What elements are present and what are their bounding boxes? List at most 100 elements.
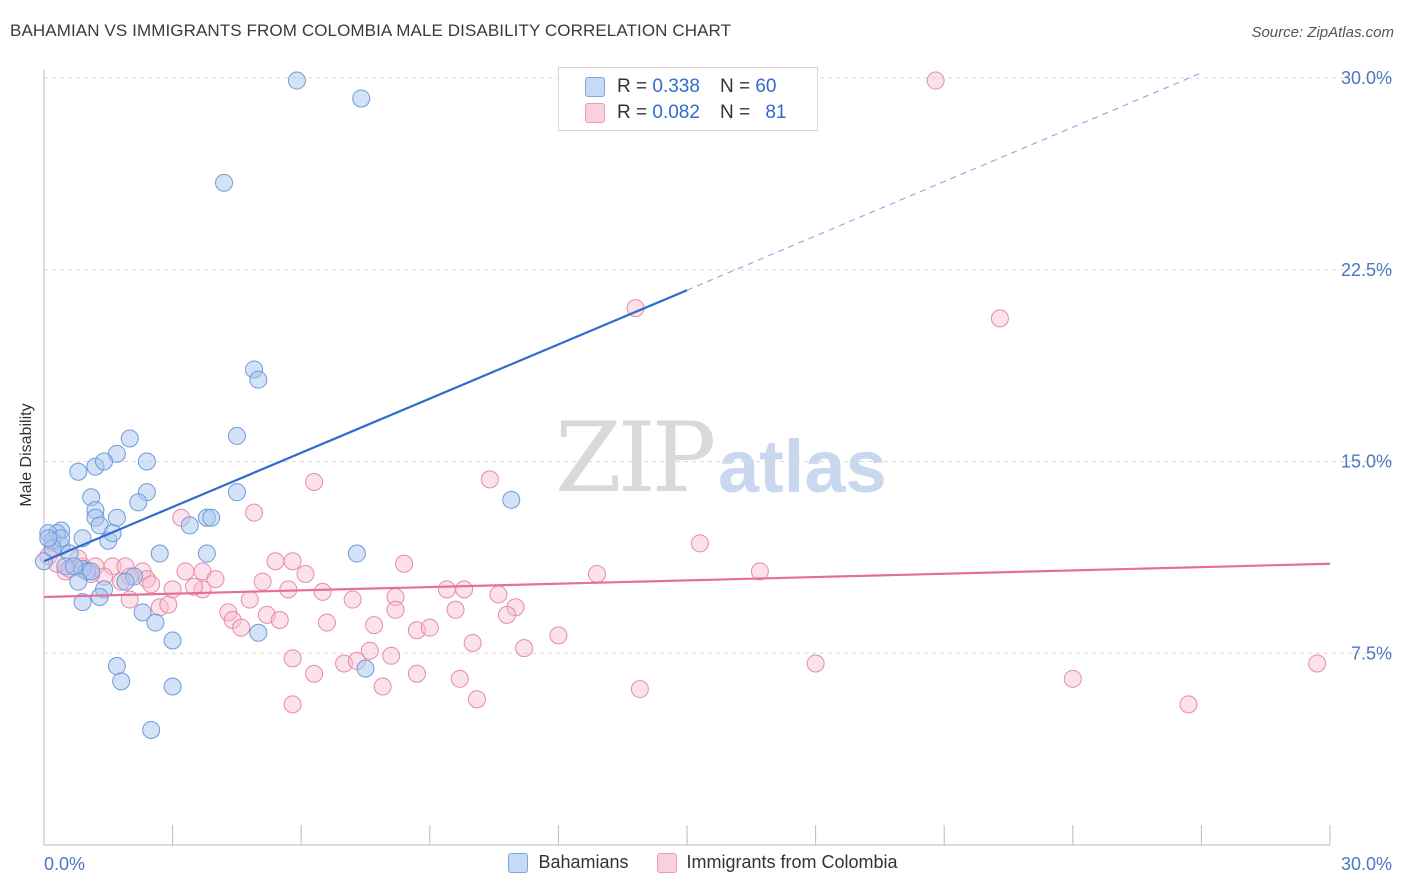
point-colombia-44 (497, 605, 516, 624)
legend-r-value-bahamians: 0.338 (652, 76, 700, 97)
y-tick-label-3: 30.0% (1341, 68, 1392, 88)
point-bahamians-1 (352, 89, 371, 108)
legend-swatch-pink (585, 103, 605, 123)
point-bahamians-15 (129, 493, 148, 512)
trend-line-colombia (43, 562, 1331, 599)
x-tick-label-0: 0.0% (44, 854, 85, 874)
point-bahamians-43 (69, 572, 88, 591)
point-bahamians-46 (73, 593, 92, 612)
series-legend-colombia[interactable]: Immigrants from Colombia (656, 852, 898, 873)
point-colombia-64 (450, 669, 469, 688)
watermark-zip: ZIP (555, 402, 716, 514)
point-colombia-49 (232, 618, 251, 637)
point-bahamians-33 (150, 544, 169, 563)
point-colombia-22 (587, 564, 606, 583)
point-colombia-19 (176, 562, 195, 581)
point-bahamians-21 (180, 516, 199, 535)
point-colombia-3 (480, 470, 499, 489)
point-colombia-48 (365, 616, 384, 635)
point-colombia-34 (489, 585, 508, 604)
point-bahamians-20 (202, 508, 221, 527)
correlation-legend: R = 0.338 N = 60 R = 0.082 N = 81 (558, 67, 818, 131)
point-colombia-63 (407, 664, 426, 683)
legend-n-value-bahamians: 60 (755, 76, 777, 97)
point-colombia-68 (1179, 695, 1198, 714)
point-bahamians-0 (287, 71, 306, 90)
series-legend: Bahamians Immigrants from Colombia (0, 852, 1406, 873)
point-colombia-40 (446, 600, 465, 619)
point-bahamians-5 (227, 426, 246, 445)
point-colombia-2 (990, 309, 1009, 328)
point-bahamians-56 (142, 720, 161, 739)
point-colombia-57 (283, 649, 302, 668)
point-colombia-69 (283, 695, 302, 714)
point-bahamians-52 (107, 657, 126, 676)
legend-n-value-colombia: 81 (765, 102, 787, 123)
series-swatch-pink (656, 852, 677, 873)
point-bahamians-41 (82, 562, 101, 581)
x-tick-label-1: 30.0% (1341, 854, 1392, 874)
series-label-bahamians: Bahamians (538, 852, 629, 872)
point-colombia-46 (270, 611, 289, 630)
point-colombia-56 (382, 646, 401, 665)
point-colombia-21 (296, 564, 315, 583)
y-tick-label-2: 22.5% (1341, 260, 1392, 280)
point-bahamians-2 (215, 173, 234, 192)
point-bahamians-34 (197, 544, 216, 563)
point-colombia-4 (305, 472, 324, 491)
point-bahamians-35 (347, 544, 366, 563)
point-bahamians-49 (146, 613, 165, 632)
legend-r-label: R = (617, 102, 648, 123)
point-colombia-11 (283, 552, 302, 571)
point-colombia-70 (467, 690, 486, 709)
point-colombia-37 (343, 590, 362, 609)
point-colombia-65 (373, 677, 392, 696)
point-bahamians-59 (39, 529, 58, 548)
point-colombia-60 (806, 654, 825, 673)
series-label-colombia: Immigrants from Colombia (686, 852, 898, 872)
point-bahamians-51 (163, 631, 182, 650)
point-bahamians-50 (249, 623, 268, 642)
point-colombia-55 (360, 641, 379, 660)
point-colombia-27 (206, 570, 225, 589)
trend-layer (43, 72, 1331, 599)
point-colombia-7 (690, 534, 709, 553)
point-bahamians-47 (90, 588, 109, 607)
points-layer (35, 71, 1327, 739)
trend-line-bahamians (43, 289, 688, 563)
series-legend-bahamians[interactable]: Bahamians (508, 852, 629, 873)
point-colombia-75 (185, 577, 204, 596)
y-tick-label-1: 15.0% (1341, 452, 1392, 472)
source-label: Source: ZipAtlas.com (1251, 24, 1394, 41)
point-colombia-0 (926, 71, 945, 90)
point-colombia-80 (159, 595, 178, 614)
point-colombia-29 (437, 580, 456, 599)
legend-row-colombia: R = 0.082 N = 81 (585, 101, 786, 125)
point-colombia-52 (549, 626, 568, 645)
point-colombia-5 (245, 503, 264, 522)
point-colombia-47 (317, 613, 336, 632)
point-bahamians-45 (116, 572, 135, 591)
point-colombia-12 (395, 554, 414, 573)
point-colombia-51 (420, 618, 439, 637)
watermark-atlas: atlas (718, 425, 887, 508)
point-bahamians-11 (95, 452, 114, 471)
legend-r-value-colombia: 0.082 (652, 102, 700, 123)
label-layer: 7.5% 15.0% 22.5% 30.0% 0.0% 30.0% (44, 68, 1392, 874)
point-bahamians-48 (133, 603, 152, 622)
point-bahamians-36 (502, 490, 521, 509)
point-bahamians-54 (163, 677, 182, 696)
legend-n-label: N = (719, 76, 751, 97)
chart-title: BAHAMIAN VS IMMIGRANTS FROM COLOMBIA MAL… (10, 21, 732, 40)
point-colombia-74 (142, 575, 161, 594)
point-colombia-23 (750, 562, 769, 581)
legend-n-label: N = (719, 102, 751, 123)
point-colombia-54 (515, 639, 534, 658)
axis-layer (43, 70, 1331, 846)
legend-row-bahamians: R = 0.338 N = 60 (585, 75, 776, 99)
point-colombia-62 (305, 664, 324, 683)
point-colombia-31 (163, 580, 182, 599)
point-bahamians-9 (69, 462, 88, 481)
point-colombia-28 (253, 572, 272, 591)
